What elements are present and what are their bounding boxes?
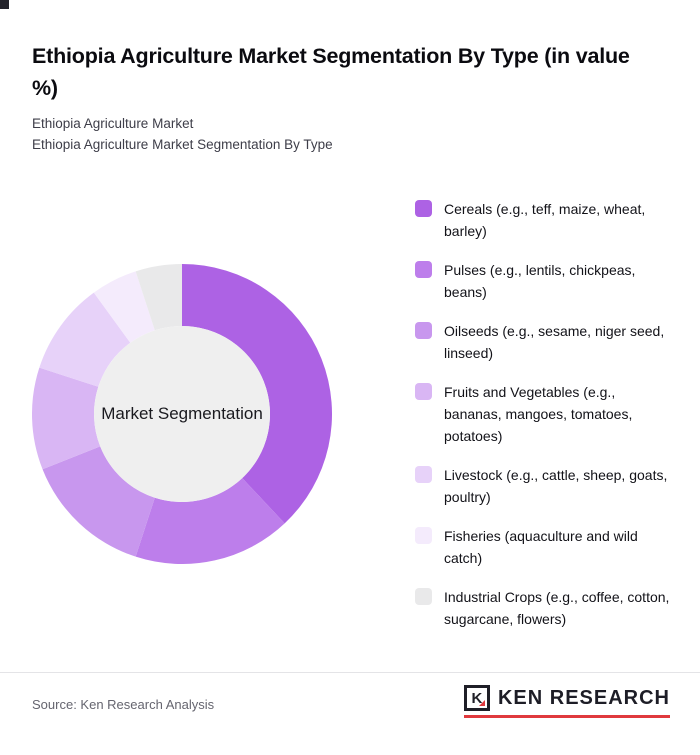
subtitle-line-2: Ethiopia Agriculture Market Segmentation… bbox=[32, 137, 333, 152]
legend-item[interactable]: Cereals (e.g., teff, maize, wheat, barle… bbox=[415, 198, 672, 242]
donut-slice[interactable] bbox=[32, 367, 101, 470]
donut-hole bbox=[94, 326, 270, 502]
source-text: Source: Ken Research Analysis bbox=[32, 697, 215, 712]
logo-red-accent-icon bbox=[478, 700, 485, 706]
subtitle-line-1: Ethiopia Agriculture Market bbox=[32, 116, 194, 131]
legend-label: Livestock (e.g., cattle, sheep, goats, p… bbox=[444, 467, 668, 505]
legend-swatch bbox=[415, 527, 432, 544]
legend-swatch bbox=[415, 383, 432, 400]
legend-swatch bbox=[415, 466, 432, 483]
legend-label: Fisheries (aquaculture and wild catch) bbox=[444, 528, 638, 566]
legend: Cereals (e.g., teff, maize, wheat, barle… bbox=[415, 198, 672, 630]
legend-item[interactable]: Oilseeds (e.g., sesame, niger seed, lins… bbox=[415, 320, 672, 364]
legend-label: Industrial Crops (e.g., coffee, cotton, … bbox=[444, 589, 670, 627]
donut-chart bbox=[32, 264, 332, 564]
legend-label: Fruits and Vegetables (e.g., bananas, ma… bbox=[444, 384, 633, 444]
logo-row: K KEN RESEARCH bbox=[463, 685, 670, 711]
legend-label: Pulses (e.g., lentils, chickpeas, beans) bbox=[444, 262, 636, 300]
donut-slice[interactable] bbox=[135, 264, 182, 331]
donut-slice[interactable] bbox=[93, 271, 155, 343]
donut-slice[interactable] bbox=[135, 478, 285, 564]
legend-item[interactable]: Fisheries (aquaculture and wild catch) bbox=[415, 525, 672, 569]
donut-chart-container: Market Segmentation bbox=[32, 264, 332, 564]
donut-slice[interactable] bbox=[39, 292, 131, 387]
legend-swatch bbox=[415, 322, 432, 339]
logo-k-icon: K bbox=[463, 685, 490, 711]
ken-research-logo: K KEN RESEARCH bbox=[463, 685, 670, 718]
legend-item[interactable]: Fruits and Vegetables (e.g., bananas, ma… bbox=[415, 381, 672, 447]
logo-text: KEN RESEARCH bbox=[497, 686, 670, 709]
logo-underline bbox=[463, 715, 670, 718]
legend-item[interactable]: Pulses (e.g., lentils, chickpeas, beans) bbox=[415, 259, 672, 303]
legend-swatch bbox=[415, 588, 432, 605]
donut-slice[interactable] bbox=[182, 264, 332, 524]
legend-item[interactable]: Industrial Crops (e.g., coffee, cotton, … bbox=[415, 586, 672, 630]
subtitle-block: Ethiopia Agriculture Market Ethiopia Agr… bbox=[32, 113, 333, 155]
corner-mark bbox=[0, 0, 9, 9]
page-title: Ethiopia Agriculture Market Segmentation… bbox=[32, 44, 630, 101]
logo-letter: K bbox=[471, 689, 483, 707]
footer-divider bbox=[0, 672, 700, 673]
legend-swatch bbox=[415, 261, 432, 278]
legend-label: Cereals (e.g., teff, maize, wheat, barle… bbox=[444, 201, 646, 239]
legend-swatch bbox=[415, 200, 432, 217]
legend-item[interactable]: Livestock (e.g., cattle, sheep, goats, p… bbox=[415, 464, 672, 508]
donut-slice[interactable] bbox=[42, 446, 155, 557]
legend-label: Oilseeds (e.g., sesame, niger seed, lins… bbox=[444, 323, 665, 361]
